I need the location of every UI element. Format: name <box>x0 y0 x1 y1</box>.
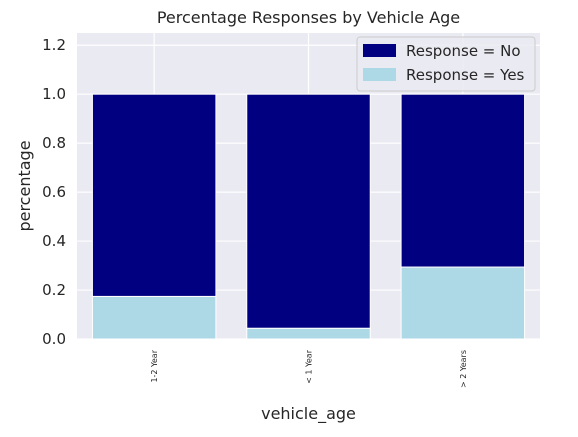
legend-label: Response = Yes <box>406 66 525 84</box>
bars <box>91 93 526 340</box>
x-tick-label: 1-2 Year <box>150 349 159 382</box>
x-tick-label: < 1 Year <box>305 349 314 384</box>
y-axis-ticks: 0.0 0.2 0.4 0.6 0.8 1.0 1.2 <box>42 36 66 348</box>
y-tick-label: 0.4 <box>42 232 66 250</box>
legend: Response = No Response = Yes <box>356 36 536 92</box>
y-tick-label: 0.8 <box>42 134 66 152</box>
legend-swatch <box>363 44 396 57</box>
x-axis-ticks: 1-2 Year < 1 Year > 2 Years <box>150 349 468 388</box>
y-tick-label: 0.2 <box>42 281 66 299</box>
y-tick-label: 1.2 <box>42 36 66 54</box>
bar-response-yes <box>91 295 217 340</box>
chart-title: Percentage Responses by Vehicle Age <box>157 8 460 27</box>
legend-frame <box>356 36 536 92</box>
y-tick-label: 0.6 <box>42 183 66 201</box>
bar-response-yes <box>246 327 371 340</box>
bar-response-no <box>246 93 371 329</box>
x-tick-label: > 2 Years <box>459 350 468 388</box>
legend-swatch <box>363 68 396 81</box>
y-tick-label: 1.0 <box>42 85 66 103</box>
x-axis-label: vehicle_age <box>261 404 356 424</box>
bar-response-no <box>91 93 217 297</box>
bar-response-yes <box>400 266 526 340</box>
y-tick-label: 0.0 <box>42 330 66 348</box>
bar-response-no <box>400 93 526 268</box>
y-axis-label: percentage <box>15 140 34 231</box>
legend-label: Response = No <box>406 42 521 60</box>
